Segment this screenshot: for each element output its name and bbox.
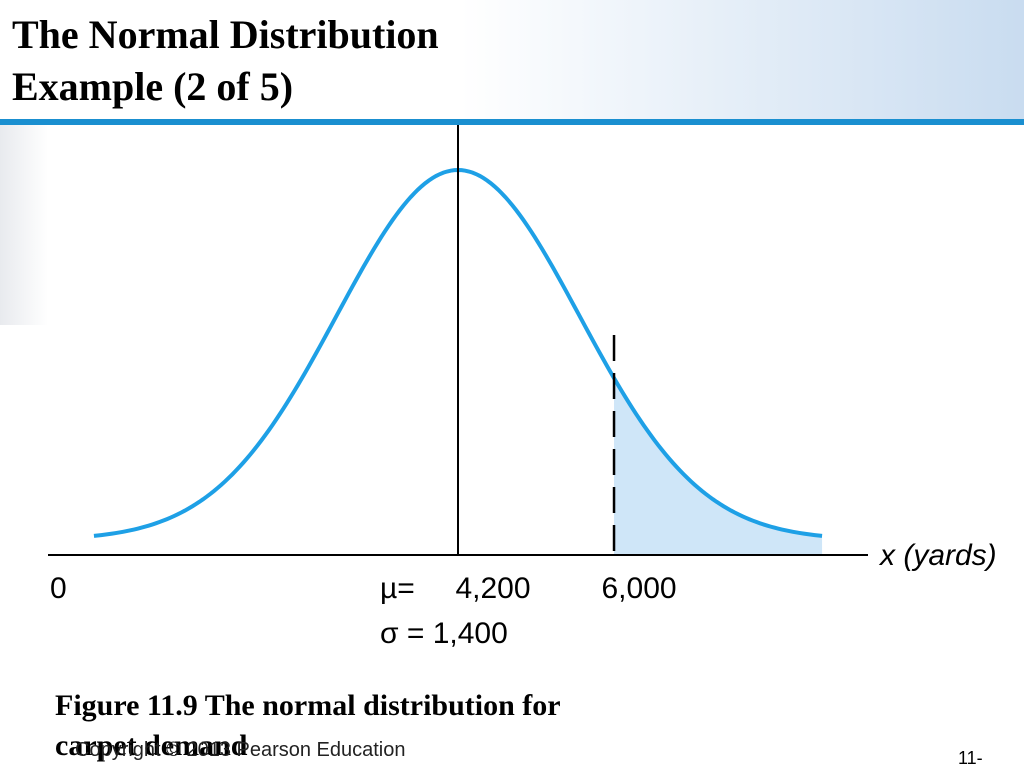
header-rule (0, 119, 1024, 125)
x-tick-label: 6,000 (601, 572, 676, 605)
caption-line: carpet demand (55, 729, 248, 762)
title-line: Example (2 of 5) (12, 64, 293, 109)
x-axis-label: x (yards) (878, 539, 997, 572)
shaded-area (614, 378, 823, 555)
x-tick-label: 4,200 (455, 572, 530, 605)
page-number: 11- (958, 748, 983, 768)
chart: 0 4,200 6,000 x (yards) µ= σ = 1,400 (48, 125, 997, 650)
sigma-label: σ = 1,400 (380, 617, 508, 650)
title-line: The Normal Distribution (12, 12, 439, 57)
caption-line: Figure 11.9 The normal distribution for (55, 689, 561, 722)
x-tick-label: 0 (50, 572, 67, 605)
header-bg (0, 0, 1024, 120)
mean-label: µ= (380, 572, 415, 605)
copyright: Copyright © 2013 Pearson Education (75, 739, 406, 761)
side-shade (0, 125, 48, 325)
